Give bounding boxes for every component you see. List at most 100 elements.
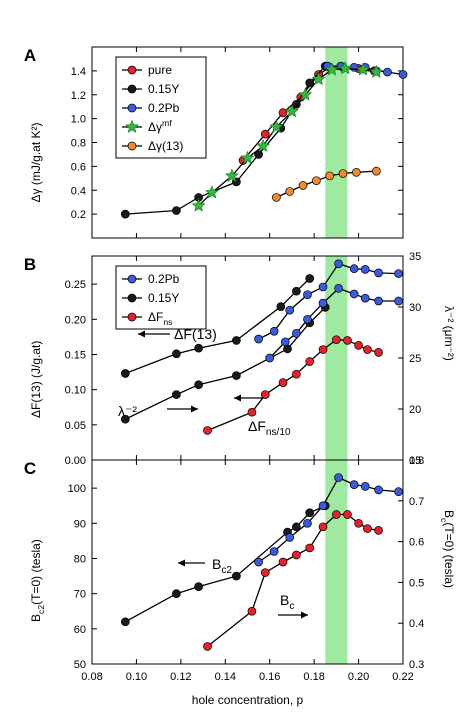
data-point — [303, 290, 312, 300]
data-point — [254, 150, 263, 159]
annotation-deltaF13: ΔF(13) — [174, 326, 217, 342]
data-point — [398, 70, 408, 79]
data-point — [394, 487, 403, 497]
annotation-Bc2: Bc2 — [212, 556, 232, 576]
data-point-star — [191, 198, 206, 212]
panel-frame — [91, 459, 404, 665]
data-point — [247, 407, 257, 417]
legend-entry: Δγmf — [148, 118, 172, 134]
data-point — [305, 274, 315, 283]
y-right-tick-label: 0.4 — [409, 618, 424, 630]
data-point — [172, 206, 181, 215]
data-point — [360, 482, 370, 491]
y-tick-label: 0.00 — [65, 455, 86, 467]
annotation-arrow-head — [191, 405, 198, 413]
y-right-tick-label: 35 — [409, 251, 421, 263]
data-point — [354, 340, 363, 350]
data-point — [120, 209, 130, 219]
data-point — [172, 390, 181, 399]
data-point — [203, 642, 212, 651]
y-tick-label: 0.6 — [71, 161, 86, 173]
legend-entry: pure — [148, 63, 172, 77]
data-point — [334, 473, 343, 482]
legend-entry: 0.15Y — [148, 82, 179, 96]
data-point — [332, 335, 341, 345]
series-line — [258, 476, 399, 563]
legend-marker — [127, 65, 137, 75]
y-tick-label: 1.2 — [71, 90, 86, 102]
series-line — [258, 262, 399, 340]
data-point — [354, 518, 363, 528]
data-point — [305, 508, 315, 518]
data-point — [318, 345, 328, 354]
data-point — [232, 571, 241, 581]
data-point — [247, 606, 257, 616]
data-point — [303, 314, 312, 324]
data-point — [260, 390, 270, 399]
data-point — [120, 414, 130, 424]
y-right-tick-label: 0.7 — [409, 496, 424, 508]
data-point-star — [205, 185, 219, 199]
x-tick-label: 0.14 — [215, 671, 236, 683]
data-point — [280, 337, 290, 347]
data-point — [120, 617, 130, 627]
data-point — [232, 371, 241, 380]
legend-marker — [127, 141, 137, 151]
y-tick-label: 60 — [74, 624, 86, 636]
data-point — [303, 518, 312, 528]
data-point — [292, 99, 301, 109]
annotation-deltaFns: ΔFns/10 — [248, 418, 291, 438]
y-right-axis-label: Bc(T=0) (tesla) — [439, 510, 456, 588]
y-right-axis-label: λ⁻² (μm⁻²) — [442, 306, 456, 361]
data-point — [349, 62, 359, 72]
data-point — [292, 329, 301, 338]
y-tick-label: 70 — [74, 589, 86, 601]
x-tick-label: 0.18 — [303, 671, 324, 683]
data-point — [352, 167, 361, 177]
y-axis-label: ΔF(13) (J/g.at) — [29, 341, 43, 418]
y-tick-label: 0.2 — [71, 209, 86, 221]
legend-entry: 0.2Pb — [148, 101, 180, 115]
data-point — [318, 282, 328, 292]
data-point — [278, 557, 288, 567]
data-point — [254, 557, 263, 567]
x-tick-label: 0.20 — [348, 671, 369, 683]
y-right-tick-label: 0.3 — [409, 659, 424, 671]
legend-entry: 0.15Y — [148, 291, 179, 305]
y-axis-label: Bc2(T=0) (tesla) — [29, 539, 46, 622]
data-point — [318, 522, 328, 532]
data-point — [194, 343, 203, 353]
data-point — [292, 369, 301, 379]
data-point — [374, 525, 383, 535]
data-point — [374, 268, 383, 278]
data-point-star — [356, 62, 370, 76]
data-point-star — [269, 119, 284, 133]
data-point — [374, 348, 383, 357]
data-point — [292, 550, 301, 560]
data-point — [363, 524, 372, 533]
data-point — [305, 78, 315, 88]
series-line — [207, 339, 379, 432]
data-point — [260, 129, 270, 139]
data-point — [254, 334, 263, 344]
panel-label: C — [24, 459, 36, 478]
data-point-star — [311, 71, 326, 86]
x-tick-label: 0.08 — [81, 671, 102, 683]
data-point — [332, 510, 341, 519]
data-point-star — [240, 150, 255, 164]
data-point — [278, 108, 288, 118]
y-right-tick-label: 30 — [409, 302, 421, 314]
data-point — [285, 305, 295, 315]
y-right-tick-label: 25 — [409, 353, 421, 365]
data-point-star — [324, 62, 339, 76]
annotation-lambda: λ⁻² — [118, 403, 137, 419]
panel-label: B — [24, 255, 36, 274]
data-point-star — [338, 61, 353, 75]
data-point — [232, 336, 241, 345]
data-point-star — [284, 104, 299, 118]
data-point-star — [369, 64, 384, 78]
data-point — [260, 568, 270, 577]
x-tick-label: 0.12 — [170, 671, 191, 683]
data-point — [334, 259, 343, 269]
data-point — [374, 296, 383, 306]
